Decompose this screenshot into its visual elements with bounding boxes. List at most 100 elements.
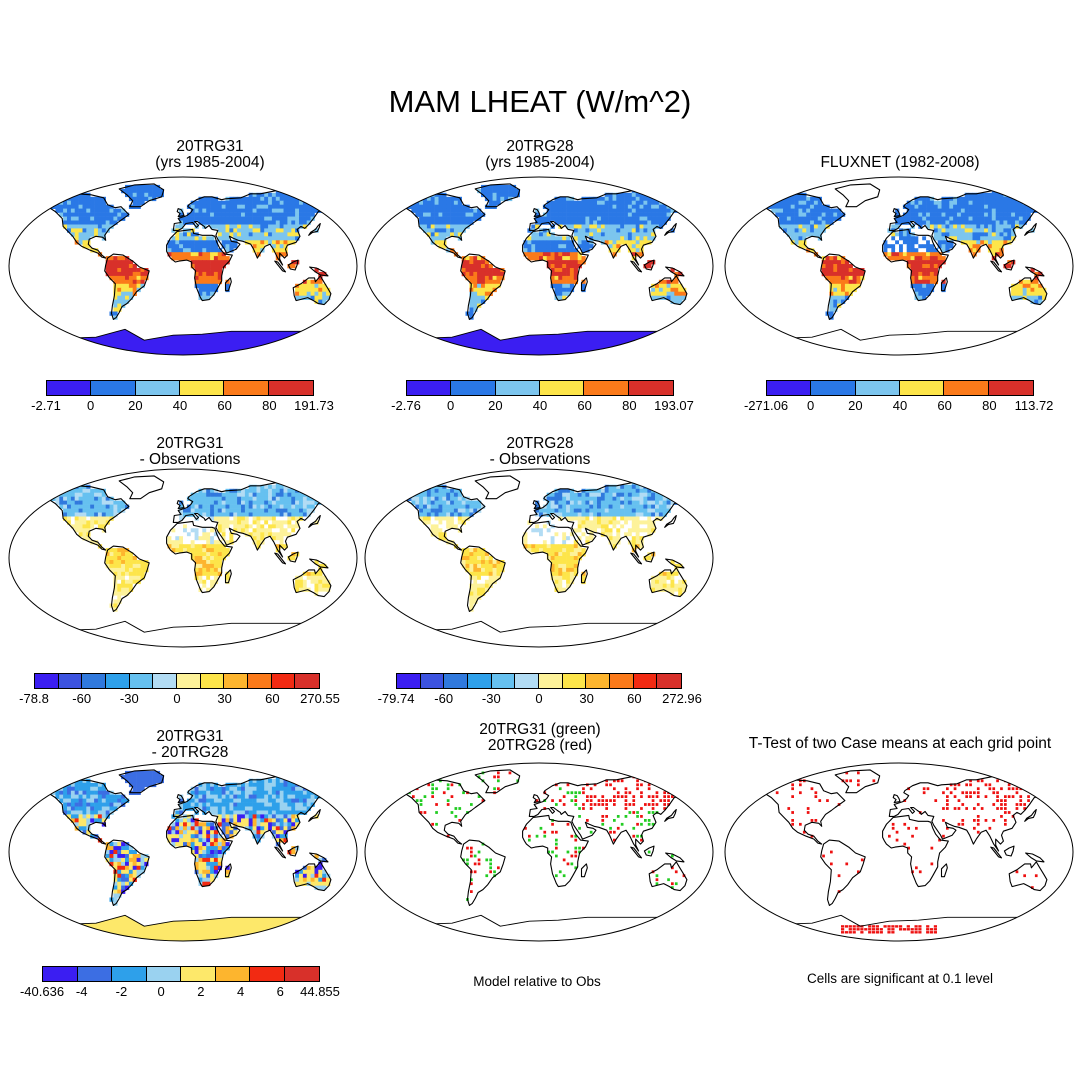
- coastline-japan: [1024, 222, 1037, 236]
- coastline-eurasia: [172, 189, 357, 266]
- colorbar-tick-label: 272.96: [662, 691, 702, 706]
- coastline-sumatra: [630, 552, 643, 565]
- coastline-madagascar: [224, 569, 232, 584]
- colorbar-tick-label: 191.73: [294, 398, 334, 413]
- panel-title: T-Test of two Case means at each grid po…: [710, 736, 1080, 752]
- panel-title-line1: 20TRG31: [176, 138, 244, 155]
- coastline-sumatra: [630, 260, 643, 273]
- map-border: [724, 762, 1074, 942]
- colorbar-swatch: [146, 967, 181, 981]
- coastline-north-america: [20, 779, 130, 845]
- coastline-antarctica: [725, 914, 1073, 941]
- colorbar-swatch: [224, 381, 269, 395]
- colorbar-swatch: [271, 674, 296, 688]
- coastline-antarctica: [725, 328, 1073, 355]
- colorbar-swatch: [181, 967, 216, 981]
- coastline-australia: [292, 567, 332, 598]
- colorbar-tick-label: 44.855: [300, 984, 340, 999]
- colorbar-tick-label: -30: [119, 691, 139, 706]
- colorbar-tick-label: 20: [128, 398, 143, 413]
- colorbar-swatch: [177, 674, 201, 688]
- panel-title-line1: T-Test of two Case means at each grid po…: [748, 735, 1052, 752]
- colorbar-swatch: [77, 967, 112, 981]
- coastline-australia: [648, 861, 688, 892]
- colorbar-swatch: [988, 381, 1033, 395]
- colorbar-boxes: [396, 673, 682, 689]
- colorbar-tick-label: -2: [115, 984, 128, 999]
- colorbar-swatch: [491, 674, 516, 688]
- panel-title: 20TRG31 - 20TRG28: [40, 729, 340, 761]
- coastline-japan: [664, 222, 677, 236]
- map-fill-layer: [736, 188, 1073, 320]
- map-panel-20trg28-obs-diff: [364, 468, 714, 648]
- colorbar-swatch: [224, 674, 249, 688]
- map-panel-ttest: [724, 762, 1074, 942]
- coastline-greenland: [834, 183, 881, 208]
- coastline-greenland: [118, 183, 165, 208]
- coastline-antarctica: [365, 328, 713, 355]
- coastline-eurasia: [888, 189, 1073, 266]
- coastline-greenland: [118, 475, 165, 500]
- antarctica-fill: [9, 915, 357, 941]
- colorbar-swatch: [106, 674, 130, 688]
- colorbar-tick-label: 40: [532, 398, 548, 413]
- coastlines: [365, 769, 713, 941]
- figure-title: MAM LHEAT (W/m^2): [388, 84, 692, 119]
- map-panel-20trg31: [8, 176, 358, 356]
- colorbar-swatch: [515, 674, 540, 688]
- coastline-japan: [308, 514, 321, 528]
- colorbar-tick-label: 193.07: [654, 398, 694, 413]
- colorbar-tick-label: 60: [577, 398, 592, 413]
- colorbar-swatch: [268, 381, 313, 395]
- coastline-sumatra: [274, 260, 287, 273]
- coastline-australia: [292, 861, 332, 892]
- colorbar-swatch: [47, 381, 92, 395]
- coastline-japan: [664, 514, 677, 528]
- coastline-borneo: [643, 551, 655, 563]
- coastline-borneo: [287, 259, 299, 271]
- colorbar-tick-label: -60: [434, 691, 454, 706]
- world-map: [364, 762, 714, 942]
- coastline-north-america: [736, 779, 846, 845]
- coastline-uk: [532, 794, 541, 804]
- coastline-africa: [522, 228, 589, 302]
- world-map: [364, 468, 714, 648]
- panel-title: 20TRG28 - Observations: [390, 436, 690, 468]
- coastline-new-guinea: [309, 852, 329, 863]
- coastline-north-america: [20, 485, 130, 551]
- panel-title-line2: - 20TRG28: [151, 744, 229, 761]
- world-map: [8, 762, 358, 942]
- colorbar-swatch: [250, 967, 285, 981]
- coastline-south-america: [104, 545, 150, 612]
- map-border: [364, 176, 714, 356]
- map-fill-layer: [381, 771, 713, 901]
- colorbar-tick-label: 60: [217, 398, 232, 413]
- note-model-relative: Model relative to Obs: [473, 974, 601, 989]
- coastline-eurasia: [888, 775, 1073, 852]
- panel-title: 20TRG31 - Observations: [40, 436, 340, 468]
- panel-title-line1: 20TRG28: [506, 435, 574, 452]
- coastline-borneo: [1003, 259, 1015, 271]
- colorbar-swatch: [495, 381, 540, 395]
- colorbar-swatch: [444, 674, 469, 688]
- coastline-sumatra: [990, 846, 1003, 859]
- coastline-eurasia: [172, 481, 357, 558]
- colorbar-swatch: [35, 674, 59, 688]
- coastline-north-america: [376, 193, 486, 259]
- colorbar-swatch: [112, 967, 147, 981]
- coastline-greenland: [474, 183, 521, 208]
- antarctica-fill: [9, 329, 357, 355]
- coastline-madagascar: [940, 277, 948, 292]
- colorbar-boxes: [766, 380, 1034, 396]
- coastline-australia: [1008, 861, 1048, 892]
- world-map: [8, 176, 358, 356]
- coastline-borneo: [287, 845, 299, 857]
- colorbar-swatch: [284, 967, 319, 981]
- coastline-greenland: [474, 769, 521, 794]
- colorbar-swatch: [82, 674, 107, 688]
- coastline-north-america: [376, 779, 486, 845]
- coastline-uk: [176, 500, 185, 510]
- colorbar-tick-label: -78.8: [19, 691, 49, 706]
- coastline-antarctica: [9, 620, 357, 647]
- colorbar-tick-label: 20: [848, 398, 863, 413]
